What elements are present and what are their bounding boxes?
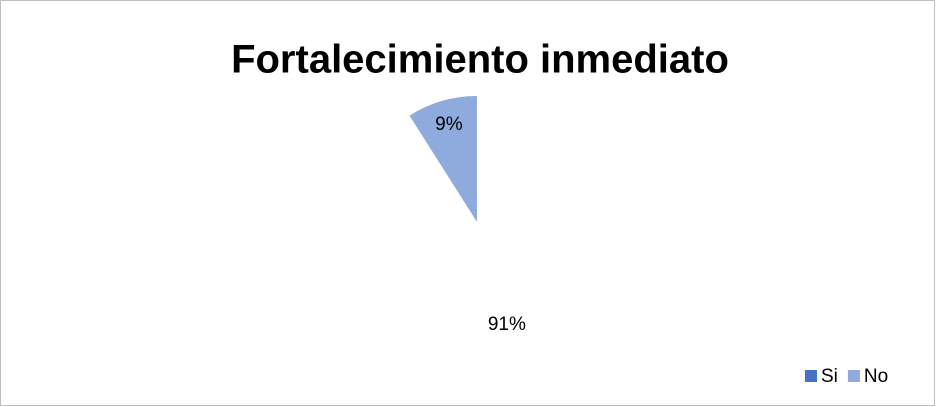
pie-slice <box>409 96 477 222</box>
data-label: 91% <box>488 314 526 335</box>
legend-swatch <box>847 370 860 382</box>
chart-title: Fortalecimiento inmediato <box>231 38 729 82</box>
legend-label: No <box>864 366 888 387</box>
legend-swatch <box>805 370 817 382</box>
legend-label: Si <box>821 366 838 387</box>
data-label: 9% <box>435 114 463 135</box>
